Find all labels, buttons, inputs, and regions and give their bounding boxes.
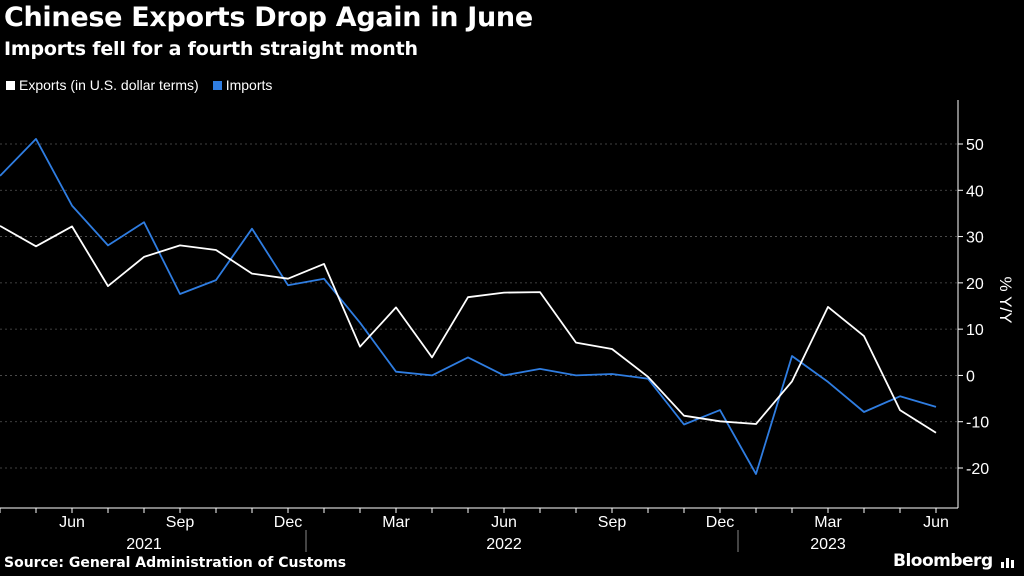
chart-subtitle: Imports fell for a fourth straight month (4, 38, 418, 60)
legend-swatch-exports (6, 80, 15, 90)
y-tick-label-1: -10 (966, 415, 989, 432)
y-tick-label-3: 10 (966, 322, 984, 339)
series-line-imports (0, 137, 937, 475)
x-tick-label-3: Mar (382, 514, 410, 531)
y-tick-label-0: -20 (966, 461, 989, 478)
x-tick-label-7: Mar (814, 514, 842, 531)
year-label-1: 2022 (486, 536, 522, 553)
x-tick-label-1: Sep (166, 514, 195, 531)
x-tick-label-4: Jun (491, 514, 517, 531)
legend-item-imports: Imports (212, 77, 273, 93)
y-tick-label-4: 20 (966, 276, 984, 293)
brand-logo: Bloomberg (893, 551, 993, 571)
source-note: Source: General Administration of Custom… (4, 555, 347, 571)
y-axis-title: % Y/Y (996, 277, 1015, 324)
y-tick-label-2: 0 (966, 368, 975, 385)
chart-legend: Exports (in U.S. dollar terms) Imports (6, 77, 272, 93)
legend-label-exports: Exports (in U.S. dollar terms) (19, 77, 199, 93)
x-tick-label-2: Dec (274, 514, 302, 531)
y-tick-label-6: 40 (966, 183, 984, 200)
legend-label-imports: Imports (225, 77, 273, 93)
year-label-0: 2021 (126, 536, 162, 553)
series-line-exports (0, 225, 937, 434)
y-tick-label-5: 30 (966, 230, 984, 247)
x-tick-label-0: Jun (59, 514, 85, 531)
legend-item-exports: Exports (in U.S. dollar terms) (6, 77, 199, 93)
x-tick-label-8: Jun (923, 514, 949, 531)
legend-swatch-imports (212, 80, 222, 90)
y-tick-label-7: 50 (966, 137, 984, 154)
chart-title: Chinese Exports Drop Again in June (4, 2, 533, 33)
x-tick-label-6: Dec (706, 514, 734, 531)
bar-chart-icon (1001, 558, 1014, 568)
x-tick-label-5: Sep (598, 514, 627, 531)
year-label-2: 2023 (810, 536, 846, 553)
